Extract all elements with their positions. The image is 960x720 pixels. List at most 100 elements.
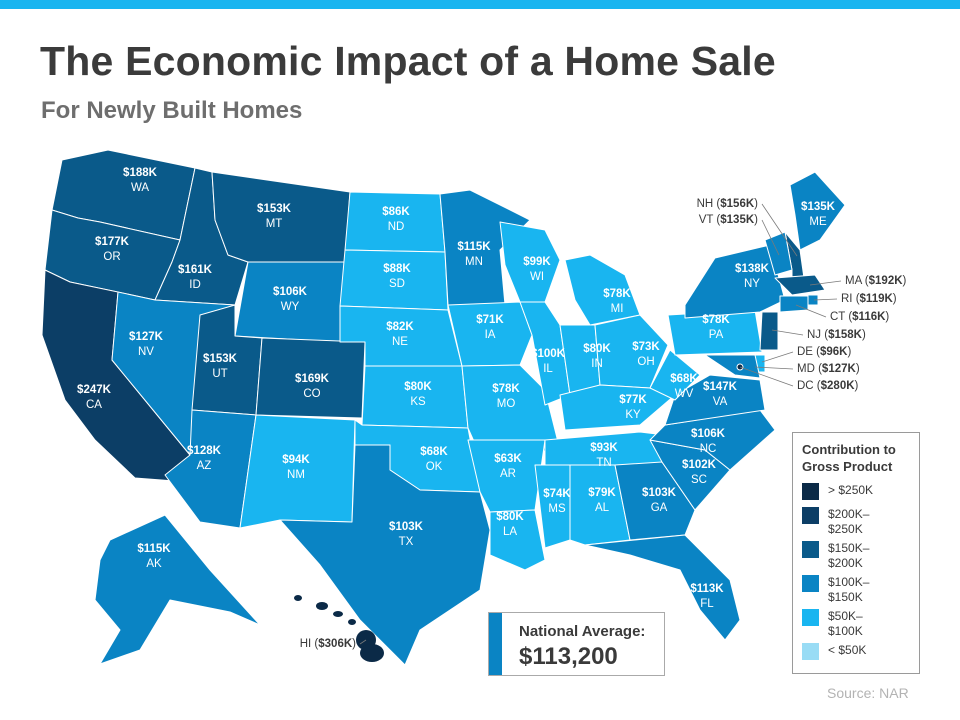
state-label-fl: $113K FL [690, 583, 724, 610]
state-label-pa: $78K PA [702, 314, 730, 341]
state-abbr-tn: TN [596, 457, 611, 469]
state-value-nd: $86K [382, 206, 410, 218]
state-abbr-al: AL [595, 502, 610, 514]
state-value-oh: $73K [632, 341, 660, 353]
callout-label-vt: VT ($135K) [699, 214, 758, 226]
state-label-nd: $86K ND [382, 206, 410, 233]
legend: Contribution to Gross Product > $250K $20… [792, 432, 920, 674]
state-value-ok: $68K [420, 446, 448, 458]
state-wv [649, 349, 701, 401]
legend-title: Contribution to Gross Product [802, 442, 896, 474]
callout-label-nh: NH ($156K) [697, 198, 759, 210]
legend-label: < $50K [828, 643, 867, 657]
callout-label-ct: CT ($116K) [830, 311, 889, 323]
state-value-tn: $93K [590, 442, 618, 454]
state-label-oh: $73K OH [632, 341, 660, 368]
state-abbr-sd: SD [389, 278, 405, 290]
state-abbr-sc: SC [691, 474, 707, 486]
state-label-ok: $68K OK [420, 446, 448, 473]
state-mn [439, 189, 531, 306]
state-la [489, 509, 546, 571]
state-label-az: $128K AZ [187, 445, 222, 472]
legend-swatch [802, 643, 819, 660]
state-value-pa: $78K [702, 314, 730, 326]
callout-label-md: MD ($127K) [797, 363, 860, 375]
state-label-ut: $153K UT [203, 353, 238, 380]
state-abbr-ne: NE [392, 336, 408, 348]
state-value-sc: $102K [682, 459, 717, 471]
source-note: Source: NAR [827, 685, 909, 701]
state-abbr-in: IN [591, 358, 603, 370]
state-value-nm: $94K [282, 454, 310, 466]
state-value-ky: $77K [619, 394, 647, 406]
callout-leader-ma [809, 280, 842, 286]
callout-label-de: DE ($96K) [797, 346, 852, 358]
state-value-nv: $127K [129, 331, 164, 343]
state-abbr-ga: GA [651, 502, 668, 514]
state-abbr-ak: AK [146, 558, 162, 570]
legend-swatch [802, 609, 819, 626]
state-label-ca: $247K CA [77, 384, 112, 411]
state-value-ks: $80K [404, 381, 432, 393]
national-average-label: National Average: [519, 623, 646, 640]
state-va [664, 374, 766, 426]
national-average-value: $113,200 [519, 643, 618, 670]
hawaii-island [360, 644, 384, 662]
state-value-ny: $138K [735, 263, 770, 275]
state-label-ms: $74K MS [543, 488, 571, 515]
state-tx [279, 444, 491, 666]
state-abbr-me: ME [809, 216, 827, 228]
callout-label-nj: NJ ($158K) [807, 329, 866, 341]
state-label-id: $161K ID [178, 264, 213, 291]
state-ia [447, 301, 533, 367]
legend-label: > $250K [828, 483, 874, 497]
state-value-me: $135K [801, 201, 836, 213]
state-abbr-ks: KS [410, 396, 426, 408]
page-title: The Economic Impact of a Home Sale [40, 38, 776, 84]
state-value-ak: $115K [137, 543, 171, 555]
state-abbr-pa: PA [709, 329, 724, 341]
state-label-la: $80K LA [496, 511, 524, 538]
state-label-sc: $102K SC [682, 459, 717, 486]
state-label-ak: $115K AK [137, 543, 171, 570]
state-abbr-mn: MN [465, 256, 483, 268]
hawaii-island [294, 595, 302, 601]
state-label-me: $135K ME [801, 201, 836, 228]
state-label-mn: $115K MN [457, 241, 491, 268]
state-label-wy: $106K WY [273, 286, 308, 313]
state-value-ne: $82K [386, 321, 414, 333]
state-value-id: $161K [178, 264, 213, 276]
state-value-wa: $188K [123, 167, 158, 179]
state-nj [759, 311, 779, 351]
state-abbr-ky: KY [625, 409, 641, 421]
state-value-ms: $74K [543, 488, 571, 500]
state-value-il: $100K [531, 348, 566, 360]
state-me [789, 171, 846, 251]
callout-leader-dc [739, 366, 794, 387]
callout-leader-de [761, 351, 794, 363]
state-label-mi: $78K MI [603, 288, 631, 315]
state-value-ga: $103K [642, 487, 677, 499]
state-abbr-nd: ND [388, 221, 405, 233]
state-abbr-ca: CA [86, 399, 102, 411]
state-abbr-oh: OH [637, 356, 654, 368]
callout-label-hi: HI ($306K) [300, 638, 356, 650]
state-abbr-mt: MT [266, 218, 283, 230]
state-label-ne: $82K NE [386, 321, 414, 348]
state-value-wy: $106K [273, 286, 308, 298]
callout-leader-hi [359, 639, 367, 645]
state-abbr-co: CO [303, 388, 320, 400]
state-abbr-wy: WY [281, 301, 300, 313]
top-accent-bar [0, 0, 960, 9]
state-ma [774, 274, 826, 296]
state-abbr-wi: WI [530, 271, 544, 283]
legend-item: $100K– $150K [802, 575, 910, 609]
hawaii-island [333, 611, 343, 617]
state-label-in: $80K IN [583, 343, 611, 370]
state-value-nc: $106K [691, 428, 726, 440]
callout-leader-nj [771, 329, 804, 336]
state-value-ar: $63K [494, 453, 522, 465]
state-label-sd: $88K SD [383, 263, 411, 290]
hawaii-island [348, 619, 356, 625]
